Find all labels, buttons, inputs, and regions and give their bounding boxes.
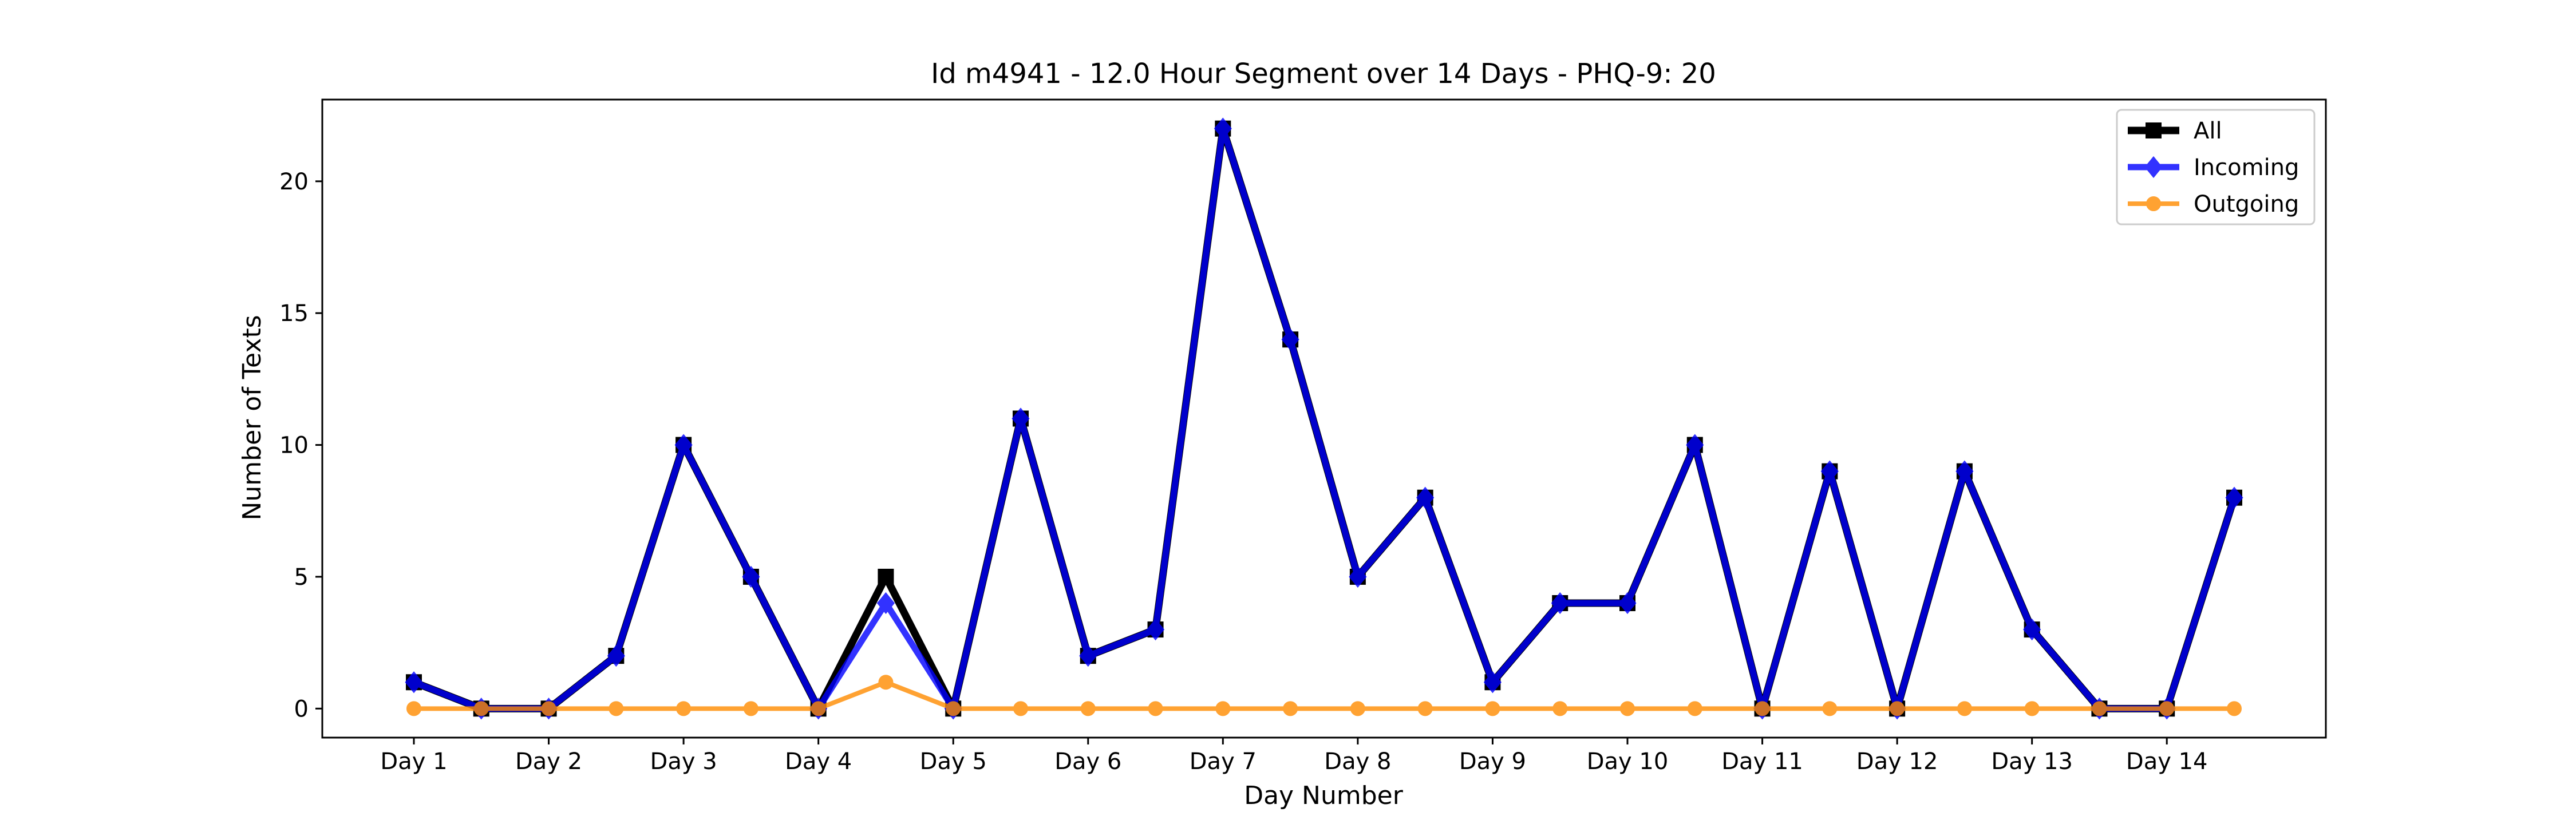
data-point bbox=[1551, 592, 1569, 615]
legend: All Incoming Outgoing bbox=[2116, 109, 2316, 225]
data-point bbox=[607, 645, 625, 667]
x-tick-label: Day 10 bbox=[1587, 748, 1669, 775]
data-point bbox=[1485, 701, 1500, 716]
data-point bbox=[1483, 671, 1502, 694]
data-point bbox=[2225, 486, 2243, 509]
data-point bbox=[473, 701, 489, 716]
data-point bbox=[2159, 701, 2175, 716]
x-tick-label: Day 13 bbox=[1991, 748, 2073, 775]
x-tick-label: Day 4 bbox=[785, 748, 852, 775]
x-tick-label: Day 7 bbox=[1190, 748, 1257, 775]
legend-label: All bbox=[2194, 118, 2222, 144]
data-point bbox=[1079, 645, 1097, 667]
data-point bbox=[1416, 486, 1435, 509]
data-point bbox=[406, 701, 421, 716]
legend-box bbox=[2116, 109, 2316, 225]
data-point bbox=[1349, 565, 1367, 588]
data-point bbox=[405, 671, 423, 694]
data-point bbox=[1620, 701, 1635, 716]
data-point bbox=[1080, 701, 1096, 716]
data-point bbox=[1618, 592, 1637, 615]
data-point bbox=[1755, 701, 1770, 716]
data-point bbox=[1148, 701, 1163, 716]
data-point bbox=[2144, 156, 2163, 179]
data-point bbox=[2024, 701, 2040, 716]
x-tick-label: Day 5 bbox=[920, 748, 987, 775]
data-point bbox=[1281, 328, 1299, 351]
y-axis-label: Number of Texts bbox=[238, 315, 267, 520]
series-layer bbox=[405, 117, 2243, 720]
data-point bbox=[2146, 122, 2162, 138]
x-axis: Day 1 Day 2 Day 3 Day 4 Day 5 Day 6 Day 7 Day 8… bbox=[380, 738, 2208, 775]
series-outgoing bbox=[406, 675, 2242, 716]
data-point bbox=[1890, 701, 1905, 716]
x-tick-label: Day 6 bbox=[1054, 748, 1121, 775]
data-point bbox=[878, 568, 894, 585]
data-point bbox=[1957, 701, 1972, 716]
x-tick-label: Day 8 bbox=[1324, 748, 1391, 775]
data-point bbox=[1552, 701, 1568, 716]
data-point bbox=[2227, 701, 2242, 716]
data-point bbox=[1146, 618, 1165, 641]
x-tick-label: Day 2 bbox=[515, 748, 582, 775]
data-point bbox=[2146, 196, 2161, 211]
x-tick-label: Day 1 bbox=[380, 748, 447, 775]
x-tick-label: Day 11 bbox=[1721, 748, 1803, 775]
data-point bbox=[878, 675, 894, 690]
data-point bbox=[1955, 460, 1974, 482]
data-point bbox=[742, 565, 760, 588]
y-tick-label: 5 bbox=[294, 564, 309, 591]
legend-entry bbox=[2128, 196, 2179, 211]
data-point bbox=[1417, 701, 1433, 716]
data-point bbox=[1012, 407, 1030, 430]
chart-title: Id m4941 - 12.0 Hour Segment over 14 Day… bbox=[931, 58, 1716, 90]
plot-area bbox=[321, 98, 2327, 739]
y-axis: 0 5 10 15 20 bbox=[279, 169, 322, 722]
x-tick-label: Day 14 bbox=[2126, 748, 2208, 775]
data-point bbox=[1687, 701, 1702, 716]
data-point bbox=[1350, 701, 1365, 716]
x-tick-label: Day 12 bbox=[1856, 748, 1938, 775]
data-point bbox=[676, 701, 692, 716]
data-point bbox=[2092, 701, 2107, 716]
series-all bbox=[406, 120, 2242, 717]
legend-label: Outgoing bbox=[2194, 191, 2299, 217]
data-point bbox=[1283, 701, 1298, 716]
data-point bbox=[1686, 434, 1704, 456]
y-tick-label: 10 bbox=[279, 433, 309, 459]
series-incoming bbox=[405, 117, 2243, 720]
legend-entry bbox=[2128, 156, 2179, 179]
legend-entry bbox=[2128, 122, 2179, 138]
series-line bbox=[412, 125, 2238, 712]
data-point bbox=[1013, 701, 1028, 716]
data-point bbox=[1822, 701, 1838, 716]
y-tick-label: 20 bbox=[279, 169, 309, 195]
data-point bbox=[743, 701, 758, 716]
data-point bbox=[876, 592, 895, 615]
data-point bbox=[1214, 117, 1232, 140]
series-line bbox=[412, 125, 2238, 712]
x-tick-label: Day 3 bbox=[650, 748, 717, 775]
data-point bbox=[1820, 460, 1839, 482]
x-tick-label: Day 9 bbox=[1459, 748, 1526, 775]
series-line bbox=[414, 680, 2234, 711]
data-point bbox=[946, 701, 961, 716]
y-tick-label: 15 bbox=[279, 300, 309, 327]
y-tick-label: 0 bbox=[294, 696, 309, 722]
data-point bbox=[674, 434, 693, 456]
x-axis-label: Day Number bbox=[1244, 781, 1404, 810]
data-point bbox=[541, 701, 556, 716]
data-point bbox=[609, 701, 624, 716]
data-point bbox=[2023, 618, 2041, 641]
data-point bbox=[1215, 701, 1231, 716]
legend-label: Incoming bbox=[2194, 154, 2299, 181]
data-point bbox=[811, 701, 826, 716]
